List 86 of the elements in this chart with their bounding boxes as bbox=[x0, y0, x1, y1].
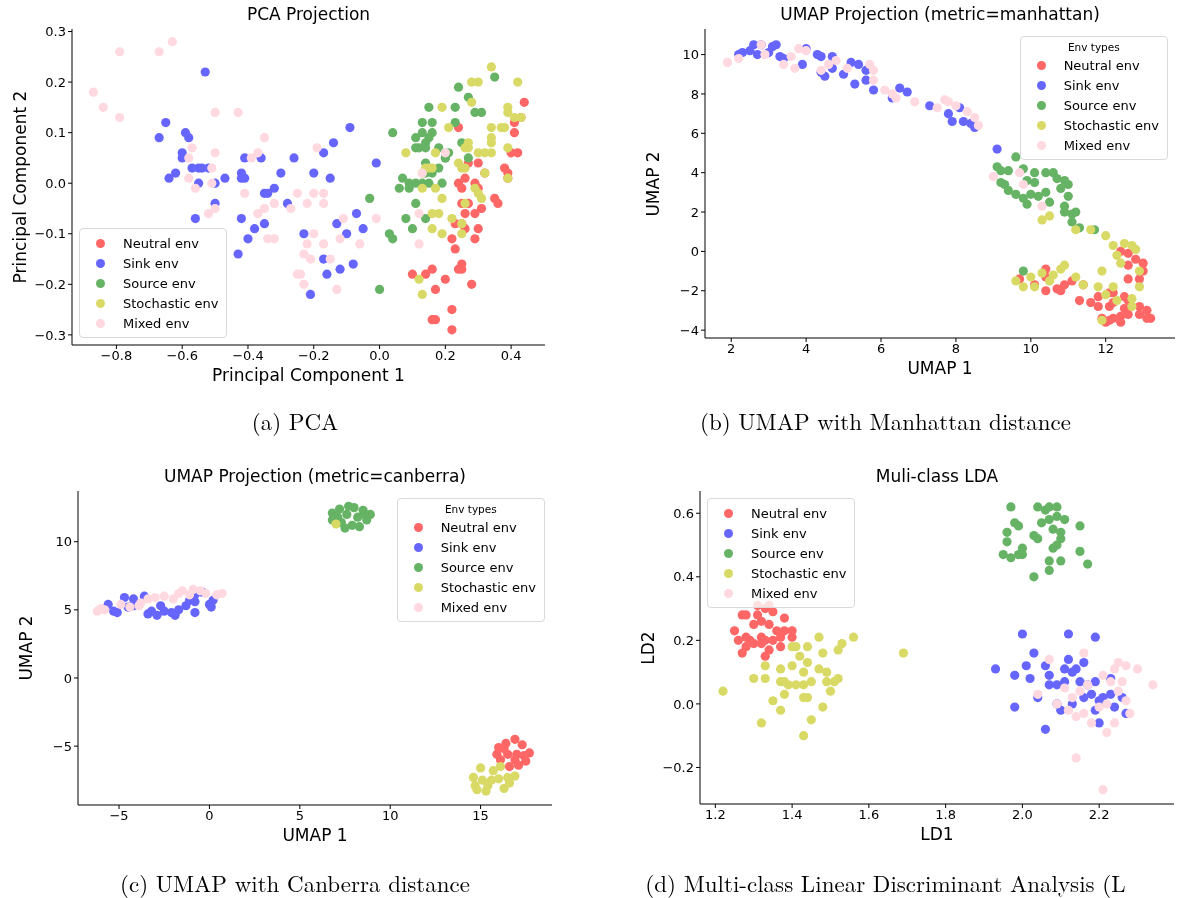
chart-title: Muli-class LDA bbox=[874, 466, 1000, 486]
x-tick-label: 2.2 bbox=[1088, 807, 1110, 823]
x-tick-label: 4 bbox=[801, 341, 811, 357]
y-tick-label: 0.6 bbox=[673, 505, 694, 521]
legend-label: Stochastic env bbox=[751, 565, 847, 581]
y-tick-label: 0.4 bbox=[673, 569, 694, 585]
y-tick-label: −0.1 bbox=[34, 226, 66, 242]
x-tick-label: 5 bbox=[295, 808, 304, 824]
y-tick-label: 8 bbox=[690, 86, 699, 102]
y-tick-label: −0.2 bbox=[662, 760, 694, 776]
text: (b) UMAP with Manhattan distance bbox=[698, 404, 1073, 437]
x-tick-label: 1.6 bbox=[858, 807, 880, 823]
legend-title: Env types bbox=[443, 503, 498, 515]
x-tick-label: 0 bbox=[205, 808, 214, 824]
chart-title: PCA Projection bbox=[245, 4, 372, 24]
y-tick-label: 2 bbox=[690, 204, 699, 220]
x-tick-label: 10 bbox=[381, 808, 399, 824]
x-tick-label: 0.0 bbox=[369, 348, 390, 364]
chart-title: UMAP Projection (metric=manhattan) bbox=[779, 4, 1101, 24]
legend-label: Sink env bbox=[1063, 77, 1120, 93]
x-tick-label: −0.4 bbox=[232, 348, 264, 364]
legend-label: Mixed env bbox=[440, 599, 508, 615]
legend-label: Source env bbox=[440, 559, 514, 575]
legend-label: Sink env bbox=[440, 539, 497, 555]
legend-label: Stochastic env bbox=[123, 295, 219, 311]
x-tick-label: 2.0 bbox=[1012, 807, 1033, 823]
x-tick-label: 15 bbox=[472, 808, 489, 824]
y-tick-label: 0.0 bbox=[45, 175, 66, 191]
legend-label: Neutral env bbox=[751, 505, 828, 521]
x-tick-label: −0.6 bbox=[166, 348, 198, 364]
text: (c) UMAP with Canberra distance bbox=[118, 866, 472, 898]
legend-label: Source env bbox=[751, 545, 824, 561]
x-tick-label: 8 bbox=[951, 341, 961, 357]
x-tick-label: 2 bbox=[727, 341, 736, 357]
legend-label: Stochastic env bbox=[1063, 117, 1159, 133]
x-tick-label: 1.4 bbox=[781, 807, 803, 823]
y-tick-label: 10 bbox=[55, 534, 72, 550]
x-tick-label: 0.4 bbox=[500, 348, 522, 364]
y-axis-title: LD2 bbox=[638, 630, 658, 665]
legend-label: Mixed env bbox=[1063, 137, 1131, 153]
y-axis-title: UMAP 2 bbox=[16, 615, 36, 681]
y-tick-label: −0.2 bbox=[34, 276, 66, 292]
x-tick-label: 10 bbox=[1022, 341, 1040, 357]
legend-label: Sink env bbox=[751, 525, 807, 541]
x-tick-label: −0.2 bbox=[297, 348, 330, 364]
x-axis-title: UMAP 1 bbox=[281, 825, 349, 845]
legend-label: Sink env bbox=[123, 255, 179, 271]
x-tick-label: 0.2 bbox=[434, 348, 456, 364]
y-tick-label: 0.3 bbox=[45, 24, 66, 40]
x-tick-label: −0.8 bbox=[100, 348, 133, 364]
y-axis-title: UMAP 2 bbox=[643, 150, 663, 217]
x-tick-label: 6 bbox=[876, 341, 886, 357]
x-axis-title: UMAP 1 bbox=[906, 358, 974, 378]
y-tick-label: −2 bbox=[679, 283, 699, 299]
y-tick-label: 0.1 bbox=[45, 125, 66, 141]
legend-label: Stochastic env bbox=[440, 579, 536, 595]
text: (a) PCA bbox=[250, 404, 340, 437]
legend-label: Mixed env bbox=[751, 585, 818, 601]
x-axis-title: Principal Component 1 bbox=[211, 365, 406, 385]
legend-label: Neutral env bbox=[440, 519, 517, 535]
y-tick-label: 0.2 bbox=[45, 74, 66, 90]
y-tick-label: −4 bbox=[679, 322, 699, 338]
y-tick-label: 0.0 bbox=[673, 696, 694, 712]
x-axis-title: LD1 bbox=[919, 824, 955, 844]
y-tick-label: 6 bbox=[690, 125, 699, 141]
text: (d) Multi-class Linear Discriminant Analysis (L bbox=[644, 866, 1127, 898]
y-tick-label: −0.3 bbox=[34, 327, 66, 343]
legend-label: Source env bbox=[123, 275, 196, 291]
x-tick-label: −5 bbox=[109, 808, 129, 824]
y-tick-label: 5 bbox=[63, 602, 72, 618]
y-tick-label: 0 bbox=[63, 670, 72, 686]
legend-label: Source env bbox=[1063, 97, 1137, 113]
legend-label: Neutral env bbox=[123, 235, 200, 251]
y-tick-label: 4 bbox=[690, 165, 699, 181]
legend-label: Mixed env bbox=[123, 315, 190, 331]
y-tick-label: −5 bbox=[52, 738, 72, 754]
x-tick-label: 12 bbox=[1097, 341, 1114, 357]
y-axis-title: Principal Component 2 bbox=[10, 90, 30, 284]
chart-title: UMAP Projection (metric=canberra) bbox=[163, 466, 467, 486]
y-tick-label: 0.2 bbox=[673, 632, 694, 648]
legend-title: Env types bbox=[1066, 41, 1121, 53]
y-tick-label: 10 bbox=[682, 47, 699, 63]
x-tick-label: 1.2 bbox=[705, 807, 726, 823]
x-tick-label: 1.8 bbox=[935, 807, 956, 823]
legend-label: Neutral env bbox=[1063, 57, 1140, 73]
y-tick-label: 0 bbox=[690, 244, 699, 260]
